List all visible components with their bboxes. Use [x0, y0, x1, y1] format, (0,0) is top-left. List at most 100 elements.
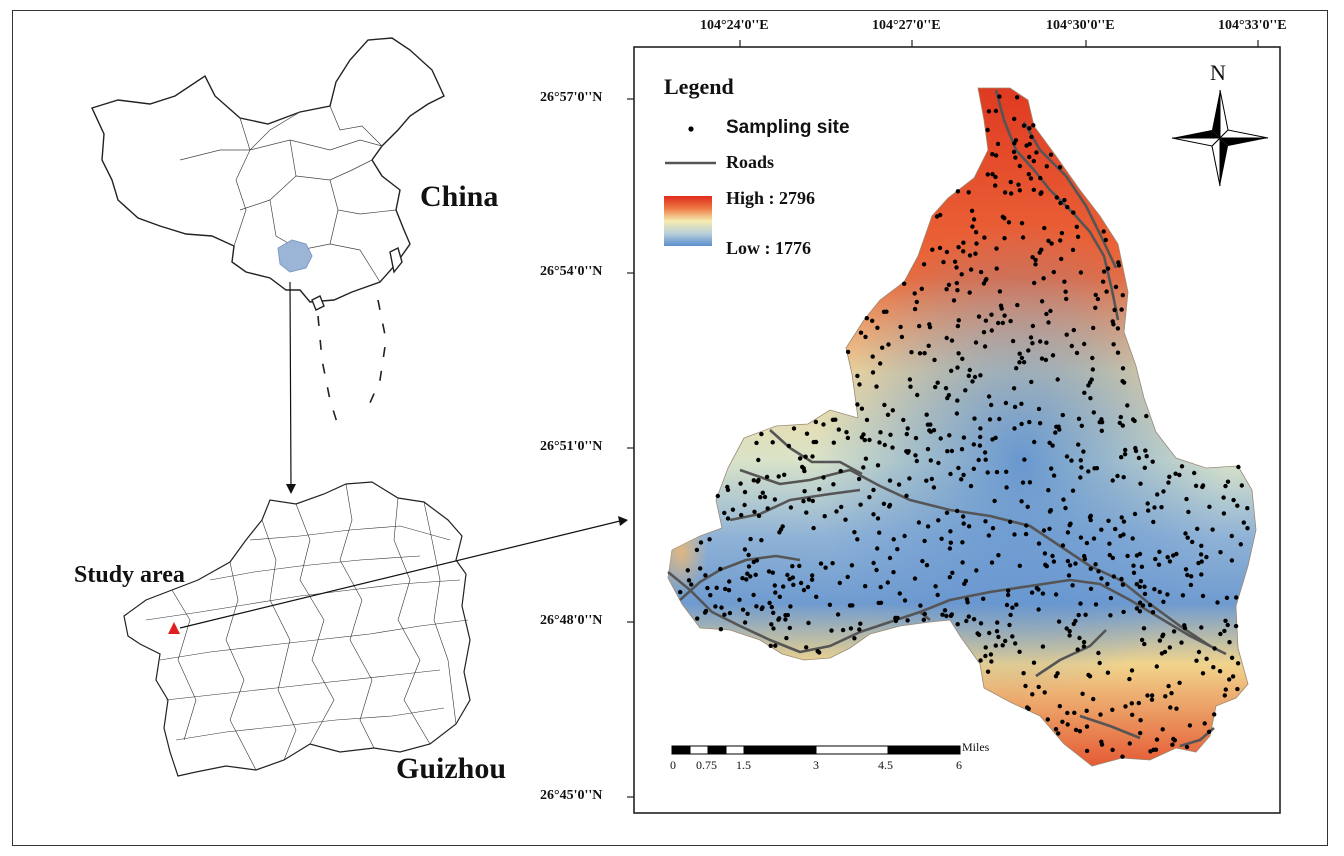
sampling-site-dot: [1013, 155, 1018, 160]
sampling-site-dot: [831, 482, 836, 487]
sampling-site-dot: [1041, 528, 1047, 533]
sampling-site-dot: [1025, 504, 1030, 509]
sampling-site-dot: [689, 582, 694, 587]
sampling-site-dot: [1155, 492, 1160, 497]
sampling-site-dot: [995, 620, 1000, 625]
sampling-site-dot: [1000, 320, 1005, 326]
sampling-site-dot: [899, 334, 905, 340]
sampling-site-dot: [1073, 727, 1079, 733]
sampling-site-dot: [888, 432, 893, 437]
sampling-site-dot: [947, 433, 952, 438]
sampling-site-dot: [1236, 464, 1241, 470]
sampling-site-dot: [718, 627, 724, 632]
sampling-site-dot: [1082, 390, 1087, 395]
sampling-site-dot: [1101, 269, 1107, 274]
sampling-site-dot: [725, 487, 731, 493]
sampling-site-dot: [912, 576, 918, 581]
sampling-site-dot: [715, 493, 720, 499]
sampling-site-dot: [1165, 592, 1170, 597]
sampling-site-dot: [940, 612, 945, 617]
sampling-site-dot: [1189, 574, 1194, 579]
sampling-site-dot: [1020, 480, 1026, 485]
sampling-site-dot: [1010, 634, 1015, 639]
sampling-site-dot: [995, 141, 1001, 147]
sampling-site-dot: [1058, 238, 1063, 243]
sampling-site-dot: [1120, 366, 1126, 371]
sampling-site-dot: [770, 440, 775, 445]
sampling-site-dot: [924, 412, 929, 417]
sampling-site-dot: [1078, 475, 1083, 480]
sampling-site-dot: [859, 406, 865, 411]
sampling-site-dot: [1179, 464, 1185, 469]
sampling-site-dot: [1038, 175, 1043, 181]
sampling-site-dot: [1019, 499, 1024, 504]
sampling-site-dot: [1012, 426, 1017, 431]
sampling-site-dot: [1196, 560, 1201, 566]
sampling-site-dot: [1167, 645, 1173, 650]
sampling-site-dot: [1212, 712, 1217, 717]
sampling-site-dot: [1031, 123, 1036, 128]
legend-low: Low : 1776: [726, 238, 811, 258]
sampling-site-dot: [760, 490, 765, 495]
sampling-site-dot: [1038, 191, 1043, 196]
sampling-site-dot: [928, 422, 933, 427]
sampling-site-dot: [725, 516, 731, 521]
sampling-site-dot: [1121, 475, 1126, 480]
sampling-site-dot: [1145, 501, 1150, 506]
sampling-site-dot: [823, 565, 828, 570]
sampling-site-dot: [992, 498, 997, 504]
sampling-site-dot: [698, 540, 704, 545]
sampling-site-dot: [1200, 484, 1205, 490]
sampling-site-dot: [948, 471, 953, 477]
sampling-site-dot: [1105, 670, 1111, 675]
sampling-site-dot: [966, 373, 971, 378]
sampling-site-dot: [974, 241, 979, 246]
sampling-site-dot: [1123, 447, 1128, 453]
sampling-site-dot: [1027, 419, 1032, 425]
sampling-site-dot: [1177, 680, 1182, 685]
sampling-site-dot: [1019, 401, 1024, 406]
sampling-site-dot: [929, 476, 934, 482]
sampling-site-dot: [897, 591, 902, 596]
sampling-site-dot: [1107, 541, 1112, 546]
sampling-site-dot: [1204, 656, 1209, 661]
sampling-site-dot: [1068, 521, 1073, 526]
sampling-site-dot: [1100, 279, 1106, 284]
sampling-site-dot: [1182, 625, 1188, 631]
sampling-site-dot: [890, 408, 895, 413]
sampling-site-dot: [960, 560, 965, 565]
sampling-site-dot: [1063, 505, 1068, 511]
sampling-site-dot: [1019, 221, 1025, 226]
sampling-site-dot: [997, 94, 1002, 99]
sampling-site-dot: [1071, 210, 1076, 215]
sampling-site-dot: [1075, 647, 1080, 652]
sampling-site-dot: [1173, 471, 1178, 476]
sampling-site-dot: [1071, 327, 1077, 333]
sampling-site-dot: [971, 217, 977, 222]
sampling-site-dot: [1019, 421, 1024, 427]
china-map: [91, 37, 445, 311]
sampling-site-dot: [994, 629, 1000, 634]
sampling-site-dot: [787, 625, 792, 631]
sampling-site-dot: [967, 367, 972, 373]
sampling-site-dot: [1239, 483, 1245, 488]
sampling-site-dot: [1026, 172, 1032, 177]
sampling-site-dot: [1179, 640, 1184, 645]
sampling-site-dot: [1095, 296, 1101, 302]
sampling-site-dot: [1110, 747, 1115, 753]
sampling-site-dot: [1050, 353, 1056, 358]
sampling-site-dot: [773, 643, 778, 648]
sampling-site-dot: [1125, 403, 1130, 408]
sampling-site-dot: [803, 454, 808, 459]
sampling-site-dot: [746, 552, 751, 558]
sampling-site-dot: [978, 269, 984, 275]
sampling-site-dot: [1099, 576, 1104, 581]
sampling-site-dot: [947, 575, 952, 580]
study-area-marker: [168, 622, 180, 634]
sampling-site-dot: [782, 472, 787, 477]
sampling-site-dot: [798, 580, 804, 586]
sampling-site-dot: [1161, 632, 1166, 637]
sampling-site-dot: [1022, 457, 1027, 462]
sampling-site-dot: [907, 377, 913, 382]
sampling-site-dot: [786, 443, 792, 449]
